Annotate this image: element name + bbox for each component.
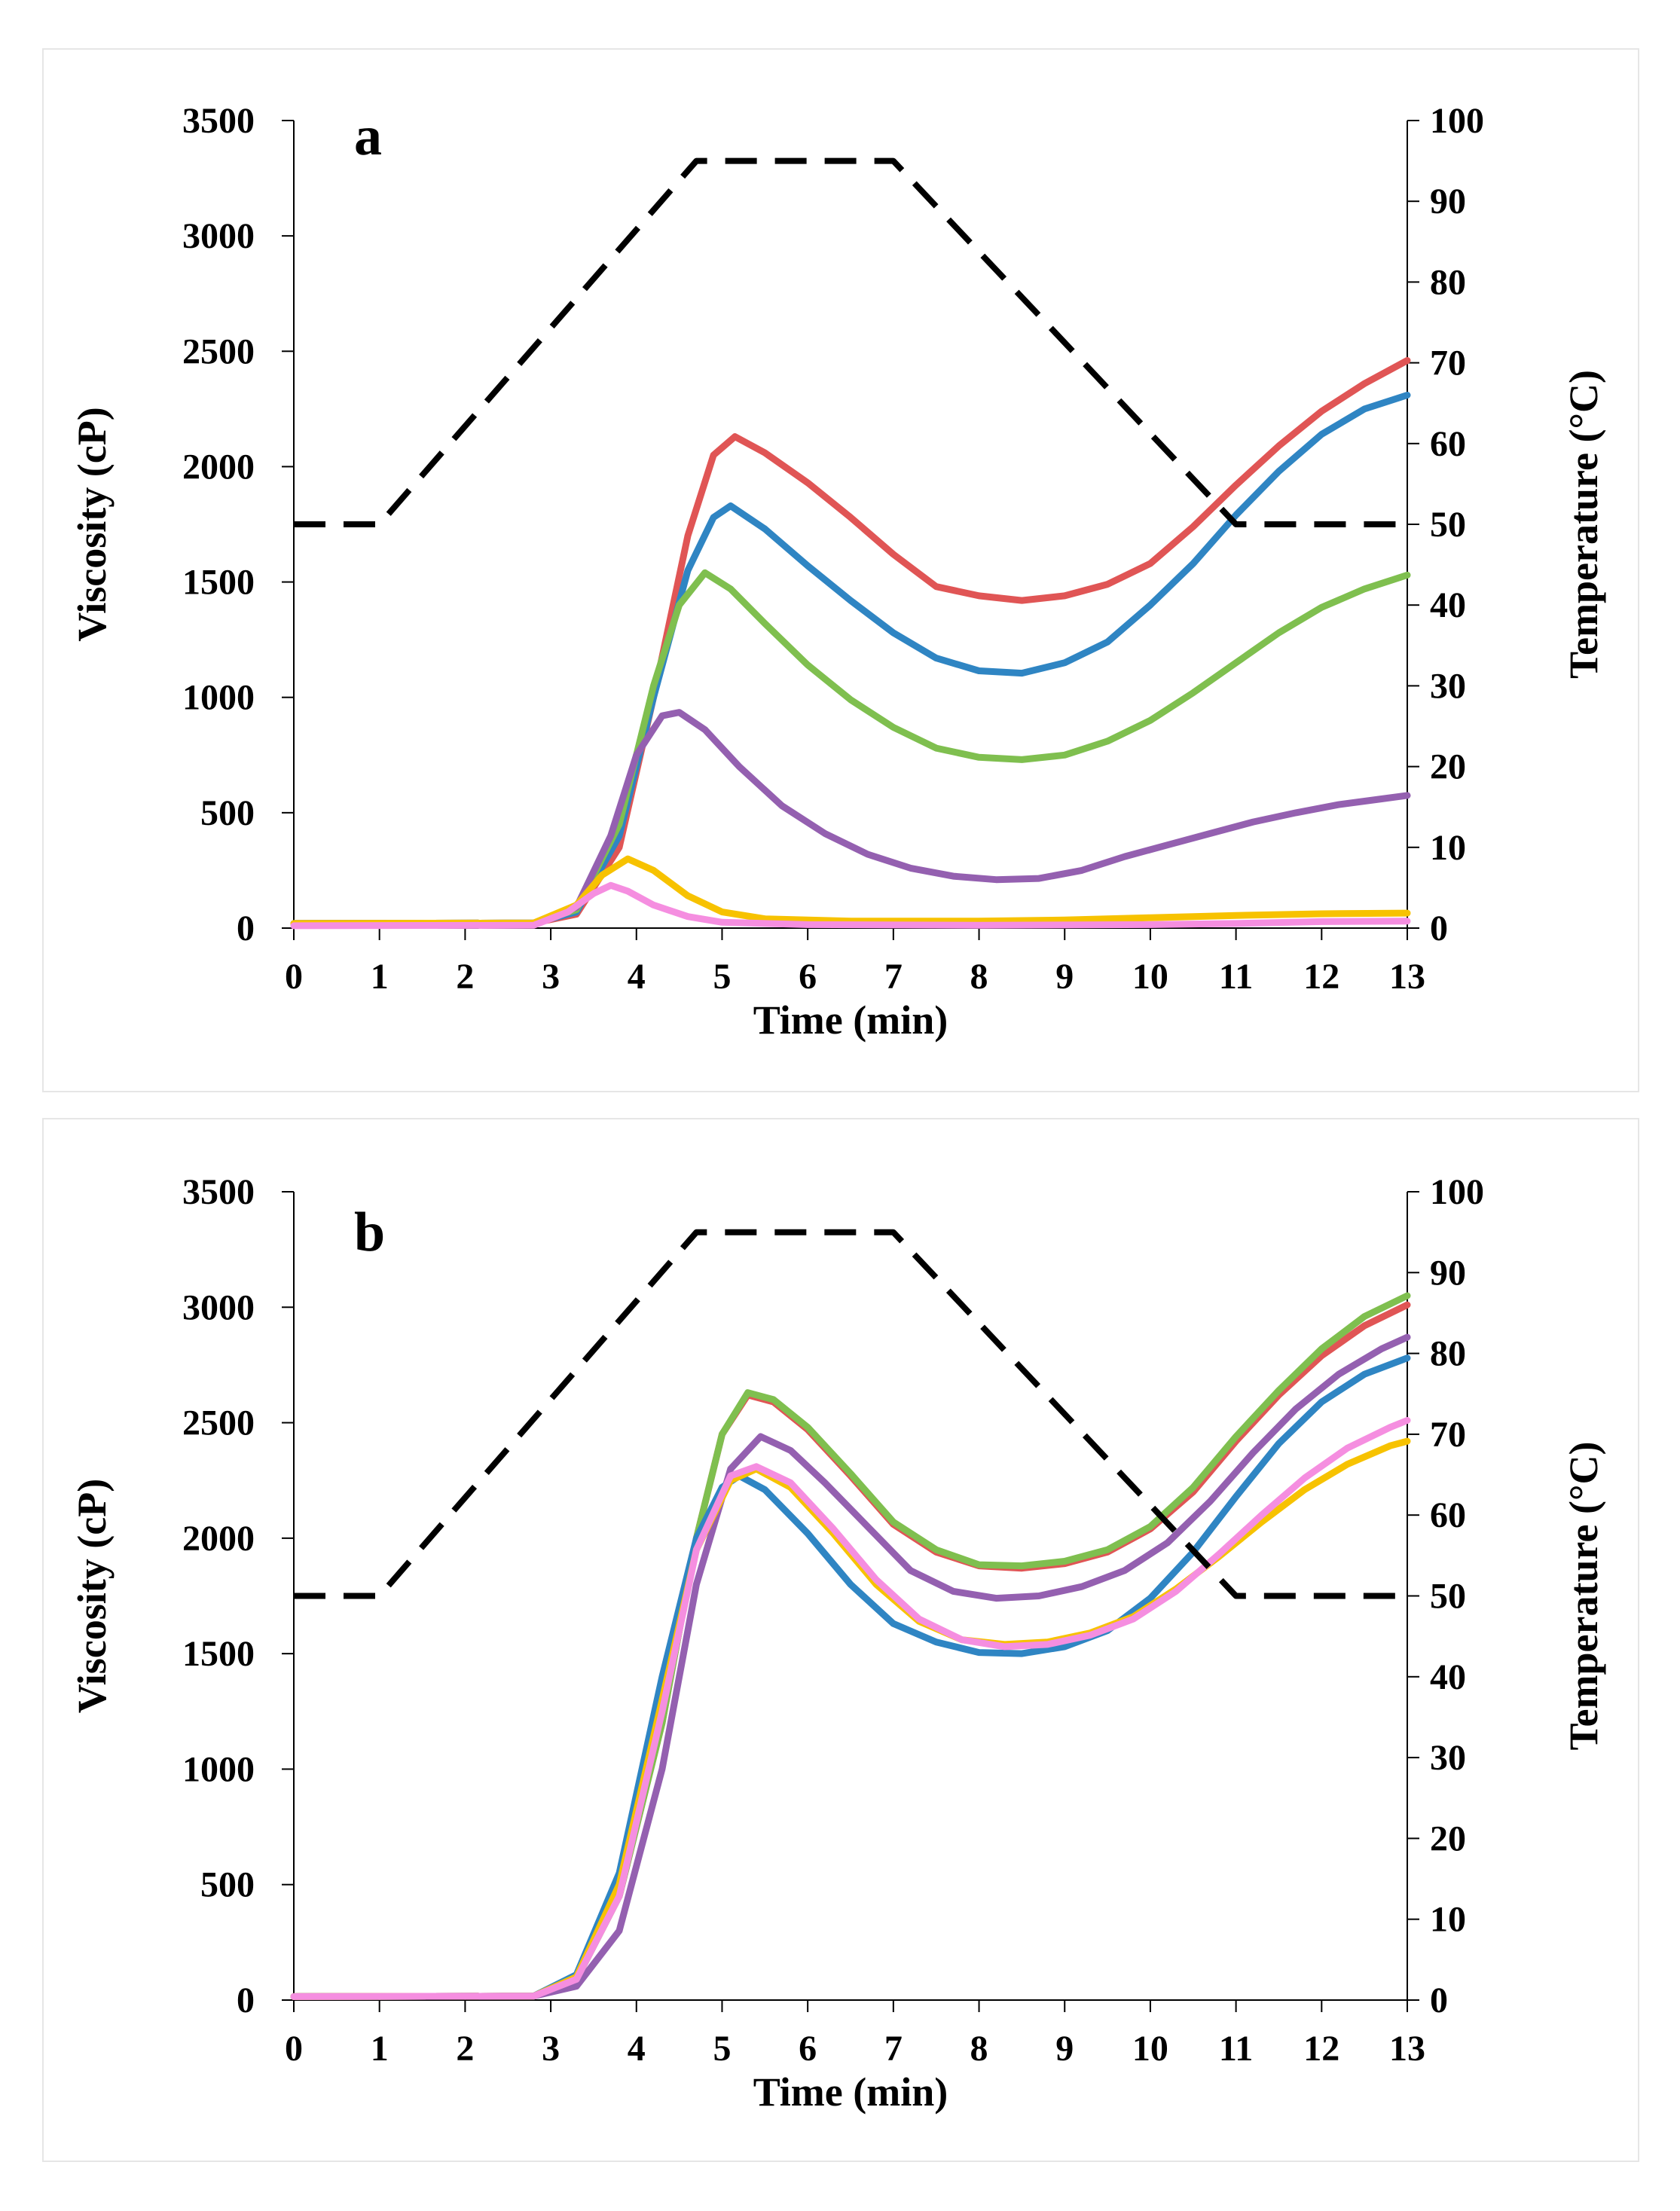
panel-a-series-red: [294, 361, 1407, 924]
panel-a-y2-tick-label: 20: [1430, 747, 1466, 787]
panel-a-x-tick-label: 10: [1132, 957, 1168, 997]
panel-a-y-tick-label: 2000: [182, 447, 255, 487]
panel-b-y2-tick-label: 60: [1430, 1495, 1466, 1535]
panel-a-y2-tick-label: 0: [1430, 909, 1448, 948]
panel-b-x-tick-label: 4: [628, 2029, 646, 2069]
panel-b-series-yellow: [294, 1441, 1407, 1996]
panel-b-x-tick-label: 12: [1303, 2029, 1339, 2069]
panel-b-x-tick-label: 6: [799, 2029, 817, 2069]
panel-b-x-tick-label: 10: [1132, 2029, 1168, 2069]
panel-b-x-tick-label: 11: [1219, 2029, 1253, 2069]
panel-a-y2-axis-title: Temperature (°C): [1561, 370, 1606, 679]
panel-b-y2-tick-label: 0: [1430, 1980, 1448, 2020]
panel-a-y2-tick-label: 80: [1430, 262, 1466, 302]
panel-b-letter: b: [354, 1202, 385, 1263]
panel-b-y2-tick-label: 10: [1430, 1900, 1466, 1940]
panel-a-x-tick-label: 5: [713, 957, 731, 997]
panel-b-x-tick-label: 0: [285, 2029, 303, 2069]
panel-b-x-axis-title: Time (min): [753, 2069, 948, 2115]
panel-a-y-tick-label: 0: [237, 909, 255, 948]
panel-b-series-blue: [294, 1358, 1407, 1997]
panel-a-chart: 0 1 2 3 4 5 6 7 8 9 10 11 12 130500100015002000250030…: [69, 101, 1606, 1043]
panel-b-y2-tick-label: 90: [1430, 1253, 1466, 1293]
panel-b-series-red: [294, 1305, 1407, 1996]
panel-a-x-tick-label: 12: [1303, 957, 1339, 997]
panel-a-y2-tick-label: 40: [1430, 585, 1466, 625]
panel-b-y2-tick-label: 20: [1430, 1819, 1466, 1858]
panel-a-x-tick-label: 7: [884, 957, 903, 997]
panel-a-y2-tick-label: 100: [1430, 101, 1484, 141]
panel-a-series-purple: [294, 713, 1407, 924]
panel-b-x-tick-label: 9: [1055, 2029, 1074, 2069]
panel-b-x-tick-label: 7: [884, 2029, 903, 2069]
panel-a-y2-tick-label: 70: [1430, 344, 1466, 383]
panel-b-y-tick-label: 3500: [182, 1172, 255, 1212]
panel-b-x-tick-label: 3: [542, 2029, 560, 2069]
panel-a-y-tick-label: 2500: [182, 331, 255, 371]
panel-a-x-tick-label: 2: [456, 957, 474, 997]
panel-a-x-tick-label: 11: [1219, 957, 1253, 997]
panel-a-x-tick-label: 4: [628, 957, 646, 997]
panel-a-y2-tick-label: 90: [1430, 182, 1466, 221]
panel-b-y-tick-label: 2500: [182, 1403, 255, 1443]
panel-a-x-tick-label: 13: [1389, 957, 1425, 997]
panel-a-y2-tick-label: 30: [1430, 666, 1466, 706]
panel-b-chart: 0 1 2 3 4 5 6 7 8 9 10 11 12 130500100015002000250030…: [69, 1172, 1606, 2115]
panel-b-x-tick-label: 2: [456, 2029, 474, 2069]
panel-a-y2-tick-label: 10: [1430, 828, 1466, 868]
panel-a-y-tick-label: 3000: [182, 216, 255, 256]
panel-b-y-tick-label: 2000: [182, 1519, 255, 1559]
chart-canvas: 0 1 2 3 4 5 6 7 8 9 10 11 12 130500100015002000250030…: [0, 0, 1680, 2211]
panel-a-y-tick-label: 3500: [182, 101, 255, 141]
panel-a-temperature-line: [294, 161, 1407, 524]
panel-b-x-tick-label: 1: [371, 2029, 389, 2069]
panel-b-y2-tick-label: 80: [1430, 1334, 1466, 1374]
panel-a-x-tick-label: 8: [970, 957, 988, 997]
panel-b-y2-tick-label: 40: [1430, 1657, 1466, 1697]
panel-a-x-tick-label: 9: [1055, 957, 1074, 997]
panel-a-y2-tick-label: 50: [1430, 505, 1466, 545]
panel-a-series-yellow: [294, 859, 1407, 924]
panel-a-y-tick-label: 500: [200, 793, 255, 833]
panel-b-x-tick-label: 13: [1389, 2029, 1425, 2069]
panel-a-letter: a: [354, 105, 382, 167]
panel-a-y-tick-label: 1500: [182, 563, 255, 603]
panel-b-y-tick-label: 3000: [182, 1287, 255, 1327]
panel-b-x-tick-label: 8: [970, 2029, 988, 2069]
panel-a-x-tick-label: 0: [285, 957, 303, 997]
panel-b-x-tick-label: 5: [713, 2029, 731, 2069]
panel-b-y-tick-label: 1000: [182, 1749, 255, 1789]
panel-b-y-tick-label: 1500: [182, 1634, 255, 1674]
panel-b-y-tick-label: 500: [200, 1865, 255, 1905]
panel-a-y-axis-title: Viscosity (cP): [69, 407, 115, 641]
panel-a-x-axis-title: Time (min): [753, 997, 948, 1043]
panel-b-series-green: [294, 1296, 1407, 1996]
panel-b-y2-tick-label: 50: [1430, 1577, 1466, 1617]
panel-b-y2-tick-label: 100: [1430, 1172, 1484, 1212]
panel-a-y-tick-label: 1000: [182, 678, 255, 718]
panel-b-y2-tick-label: 30: [1430, 1738, 1466, 1778]
panel-b-y2-tick-label: 70: [1430, 1415, 1466, 1455]
panel-a-x-tick-label: 1: [371, 957, 389, 997]
panel-a-x-tick-label: 6: [799, 957, 817, 997]
panel-b-y2-axis-title: Temperature (°C): [1561, 1441, 1606, 1750]
panel-b-y-axis-title: Viscosity (cP): [69, 1479, 115, 1713]
panel-a-series-green: [294, 573, 1407, 924]
panel-b-y-tick-label: 0: [237, 1980, 255, 2020]
panel-a-y2-tick-label: 60: [1430, 424, 1466, 464]
panel-a-x-tick-label: 3: [542, 957, 560, 997]
